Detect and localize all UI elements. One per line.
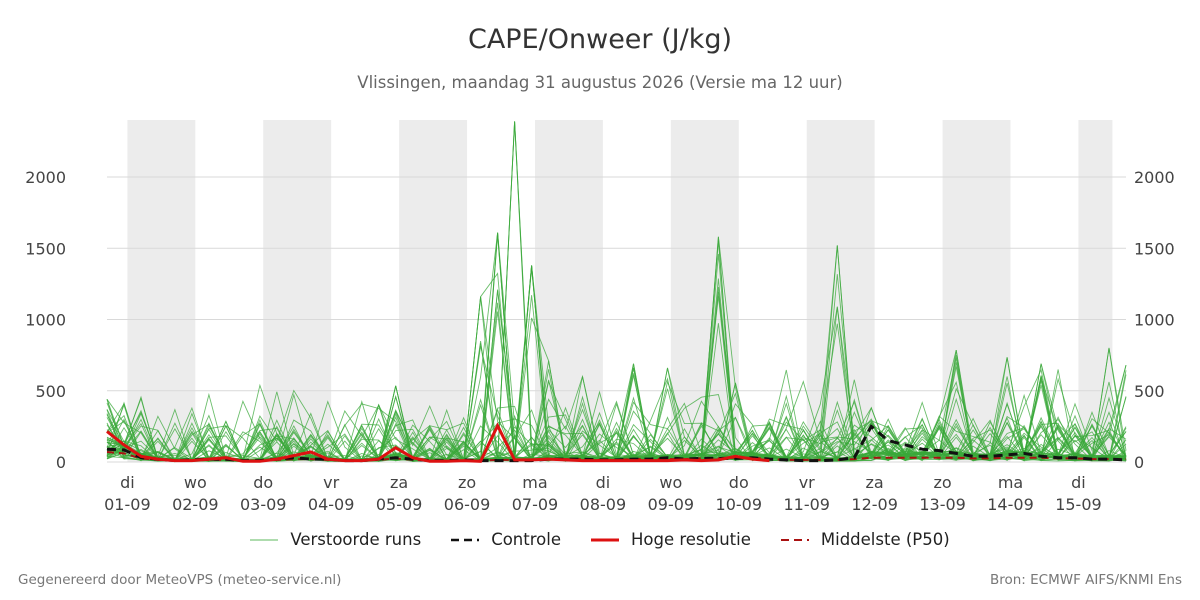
x-tick-date: 07-09 (512, 495, 559, 514)
legend-label-median: Middelste (P50) (820, 530, 950, 549)
legend-item-highres[interactable]: Hoge resolutie (590, 530, 751, 549)
x-tick-date: 12-09 (851, 495, 898, 514)
x-tick-date: 04-09 (308, 495, 355, 514)
x-tick-day: vr (799, 473, 815, 492)
y-tick-label: 1000 (25, 311, 66, 330)
x-tick-day: za (866, 473, 884, 492)
x-tick-date: 06-09 (444, 495, 491, 514)
grid-lines (107, 176, 1126, 463)
x-tick-day: za (390, 473, 408, 492)
footer-source: Bron: ECMWF AIFS/KNMI Ens (989, 572, 1182, 588)
x-tick-date: 03-09 (240, 495, 287, 514)
x-tick-day: zo (458, 473, 476, 492)
x-tick-date: 05-09 (376, 495, 423, 514)
highres-line (106, 422, 770, 463)
legend-swatch-control (451, 538, 480, 541)
legend-swatch-median (780, 538, 809, 541)
legend-swatch-highres (590, 538, 619, 541)
x-tick-date: 10-09 (716, 495, 763, 514)
x-tick-date: 13-09 (919, 495, 966, 514)
x-tick-date: 15-09 (1055, 495, 1102, 514)
legend-item-control[interactable]: Controle (451, 530, 561, 549)
x-tick-date: 09-09 (648, 495, 695, 514)
x-tick-day: wo (184, 473, 207, 492)
legend-label-control: Controle (491, 530, 561, 549)
legend-swatch-perturbed (250, 539, 279, 540)
x-tick-day: ma (998, 473, 1023, 492)
x-tick-day: di (120, 473, 135, 492)
x-tick-date: 02-09 (172, 495, 219, 514)
y-tick-label: 500 (35, 382, 66, 401)
chart-subtitle: Vlissingen, maandag 31 augustus 2026 (Ve… (357, 73, 843, 92)
main-series (106, 422, 1127, 463)
x-tick-day: vr (323, 473, 339, 492)
night-band (127, 120, 196, 462)
y-tick-label-right: 1500 (1134, 239, 1175, 258)
x-tick-day: do (729, 473, 749, 492)
cape-chart: 0 0 500 500 1000 1000 1500 1500 2000 2000 di 01-09… (25, 120, 1175, 514)
x-tick-date: 14-09 (987, 495, 1034, 514)
y-tick-label: 2000 (25, 168, 66, 187)
x-tick-date: 11-09 (783, 495, 830, 514)
legend-item-perturbed[interactable]: Verstoorde runs (250, 530, 421, 549)
y-axis-labels: 0 0 500 500 1000 1000 1500 1500 2000 2000 (25, 168, 1174, 472)
y-tick-label-right: 0 (1134, 453, 1144, 472)
y-tick-label: 1500 (25, 239, 66, 258)
y-tick-label: 0 (56, 453, 66, 472)
x-tick-day: di (1071, 473, 1086, 492)
chart-title: CAPE/Onweer (J/kg) (467, 24, 732, 55)
x-tick-date: 01-09 (104, 495, 151, 514)
x-tick-day: zo (933, 473, 951, 492)
legend-item-median[interactable]: Middelste (P50) (780, 530, 950, 549)
y-tick-label-right: 2000 (1134, 168, 1175, 187)
chart-legend: Verstoorde runs Controle Hoge resolutie … (0, 530, 1200, 549)
y-tick-label-right: 500 (1134, 382, 1165, 401)
legend-label-perturbed: Verstoorde runs (290, 530, 422, 549)
x-tick-day: di (596, 473, 611, 492)
legend-label-highres: Hoge resolutie (630, 530, 751, 549)
x-tick-day: wo (659, 473, 682, 492)
x-axis-labels: di 01-09 wo 02-09 do 03-09 vr 04-09 za 05-09 zo 06-… (104, 473, 1102, 514)
footer-generated-by: Gegenereerd door MeteoVPS (meteo-service… (18, 572, 342, 588)
y-tick-label-right: 1000 (1134, 311, 1175, 330)
night-band (263, 120, 332, 462)
night-band (1078, 120, 1113, 462)
x-tick-day: do (253, 473, 273, 492)
x-tick-date: 08-09 (580, 495, 627, 514)
x-tick-day: ma (522, 473, 547, 492)
night-band (399, 120, 468, 462)
